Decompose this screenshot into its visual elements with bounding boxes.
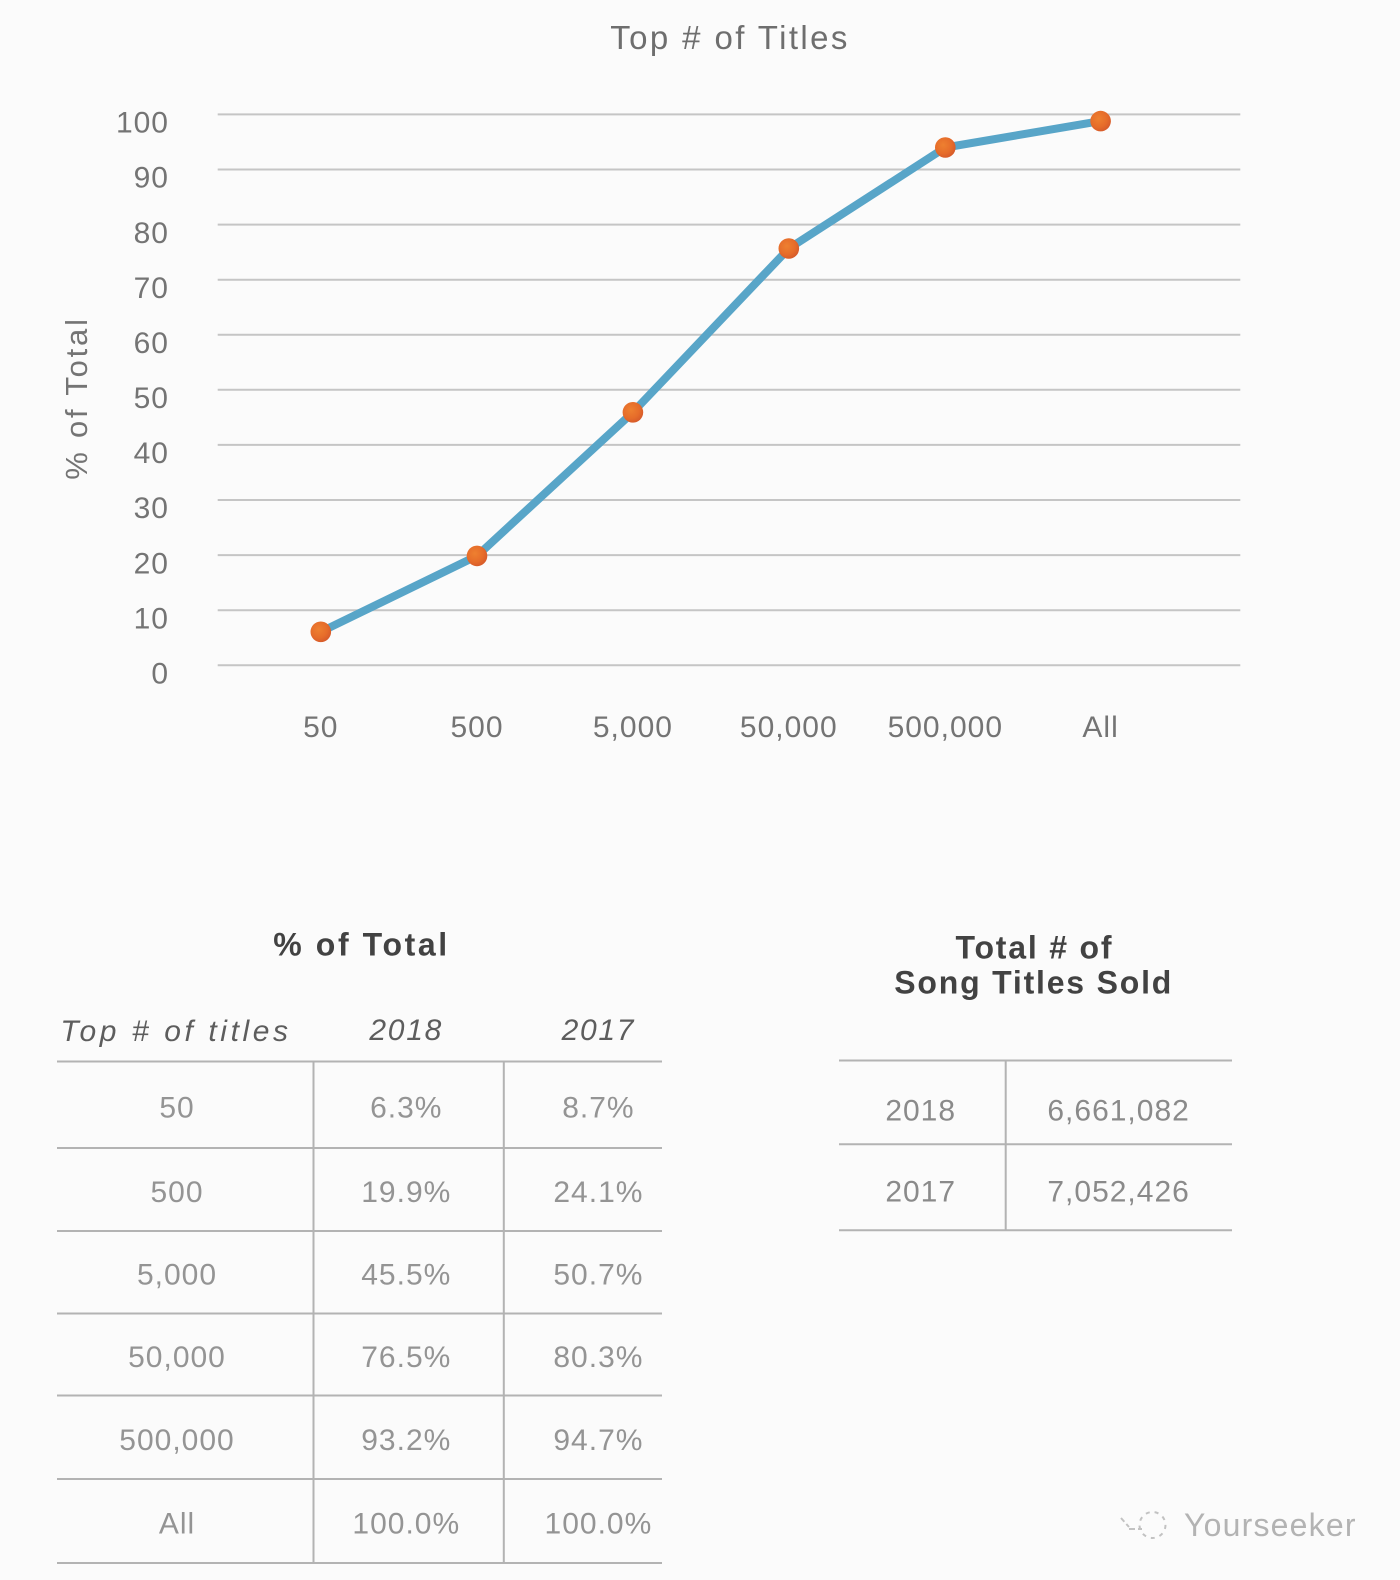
svg-text:2018: 2018: [368, 1014, 443, 1047]
svg-text:80.3%: 80.3%: [553, 1341, 643, 1374]
svg-text:2017: 2017: [885, 1176, 956, 1209]
svg-text:100.0%: 100.0%: [352, 1508, 460, 1541]
svg-text:50: 50: [159, 1092, 194, 1125]
svg-text:20: 20: [134, 547, 169, 580]
svg-text:40: 40: [134, 437, 169, 470]
svg-text:10: 10: [134, 602, 169, 635]
svg-text:Song Titles Sold: Song Titles Sold: [894, 964, 1173, 1000]
svg-text:Total # of: Total # of: [955, 930, 1113, 966]
svg-text:45.5%: 45.5%: [361, 1259, 451, 1292]
svg-text:500: 500: [150, 1176, 203, 1209]
svg-text:90: 90: [134, 162, 169, 195]
svg-text:19.9%: 19.9%: [361, 1176, 451, 1209]
svg-text:30: 30: [134, 492, 169, 525]
svg-text:50: 50: [134, 382, 169, 415]
svg-text:60: 60: [134, 327, 169, 360]
svg-text:% of Total: % of Total: [59, 316, 94, 480]
svg-text:24.1%: 24.1%: [553, 1176, 643, 1209]
svg-text:100: 100: [116, 107, 169, 140]
svg-text:0: 0: [151, 658, 169, 691]
svg-text:500: 500: [450, 711, 503, 744]
svg-text:94.7%: 94.7%: [553, 1424, 643, 1457]
svg-text:93.2%: 93.2%: [361, 1424, 451, 1457]
svg-text:All: All: [1082, 711, 1118, 744]
svg-text:Top # of Titles: Top # of Titles: [610, 19, 850, 56]
svg-text:6,661,082: 6,661,082: [1047, 1094, 1189, 1127]
svg-text:5,000: 5,000: [137, 1259, 217, 1292]
svg-text:2017: 2017: [561, 1014, 636, 1047]
svg-text:5,000: 5,000: [593, 711, 673, 744]
svg-text:500,000: 500,000: [888, 711, 1003, 744]
svg-text:70: 70: [134, 272, 169, 305]
svg-text:Top # of titles: Top # of titles: [60, 1015, 291, 1048]
svg-text:50,000: 50,000: [128, 1341, 226, 1374]
svg-text:50: 50: [303, 711, 338, 744]
svg-text:6.3%: 6.3%: [370, 1092, 442, 1125]
svg-text:2018: 2018: [885, 1094, 956, 1127]
svg-text:All: All: [159, 1508, 195, 1541]
svg-text:% of Total: % of Total: [273, 926, 450, 962]
svg-text:80: 80: [134, 217, 169, 250]
svg-text:50,000: 50,000: [740, 711, 838, 744]
svg-text:Yourseeker: Yourseeker: [1184, 1507, 1357, 1543]
svg-text:76.5%: 76.5%: [361, 1341, 451, 1374]
svg-text:50.7%: 50.7%: [553, 1259, 643, 1292]
svg-text:500,000: 500,000: [119, 1424, 234, 1457]
svg-text:8.7%: 8.7%: [562, 1092, 634, 1125]
svg-text:100.0%: 100.0%: [545, 1508, 653, 1541]
svg-text:7,052,426: 7,052,426: [1047, 1176, 1189, 1209]
